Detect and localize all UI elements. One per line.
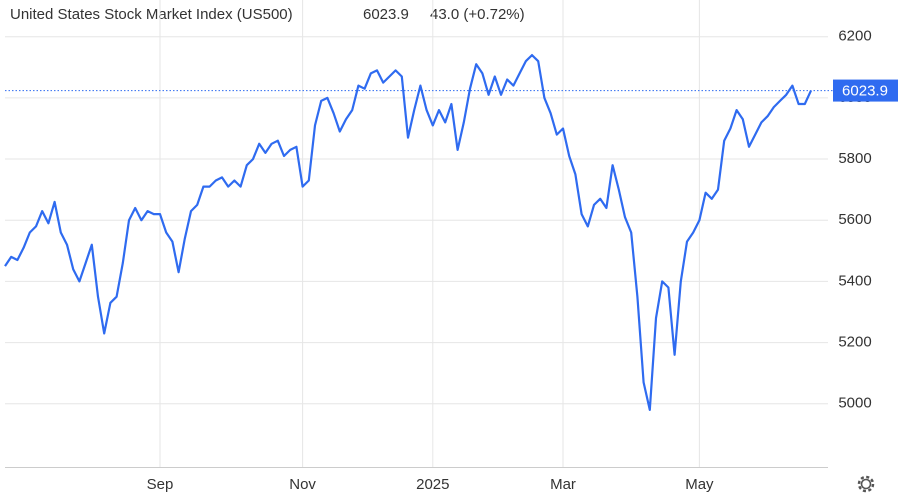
last-price-label: 6023.9 xyxy=(842,83,888,100)
x-tick-label: Mar xyxy=(550,476,576,493)
last-price: 6023.9 xyxy=(363,6,409,23)
y-tick-label: 5400 xyxy=(838,272,871,289)
grid xyxy=(5,0,828,467)
price-change: 43.0 (+0.72%) xyxy=(430,6,525,23)
x-tick-label: Nov xyxy=(289,476,316,493)
y-tick-label: 6200 xyxy=(838,28,871,45)
y-tick-label: 5000 xyxy=(838,395,871,412)
y-tick-label: 5600 xyxy=(838,211,871,228)
y-tick-label: 5200 xyxy=(838,334,871,351)
settings-icon[interactable] xyxy=(857,475,875,493)
x-tick-label: Sep xyxy=(147,476,174,493)
x-tick-label: 2025 xyxy=(416,476,449,493)
y-tick-label: 5800 xyxy=(838,150,871,167)
price-line xyxy=(4,54,812,411)
chart-title: United States Stock Market Index (US500) xyxy=(10,6,293,23)
last-price-box xyxy=(833,79,898,102)
x-tick-label: May xyxy=(685,476,714,493)
